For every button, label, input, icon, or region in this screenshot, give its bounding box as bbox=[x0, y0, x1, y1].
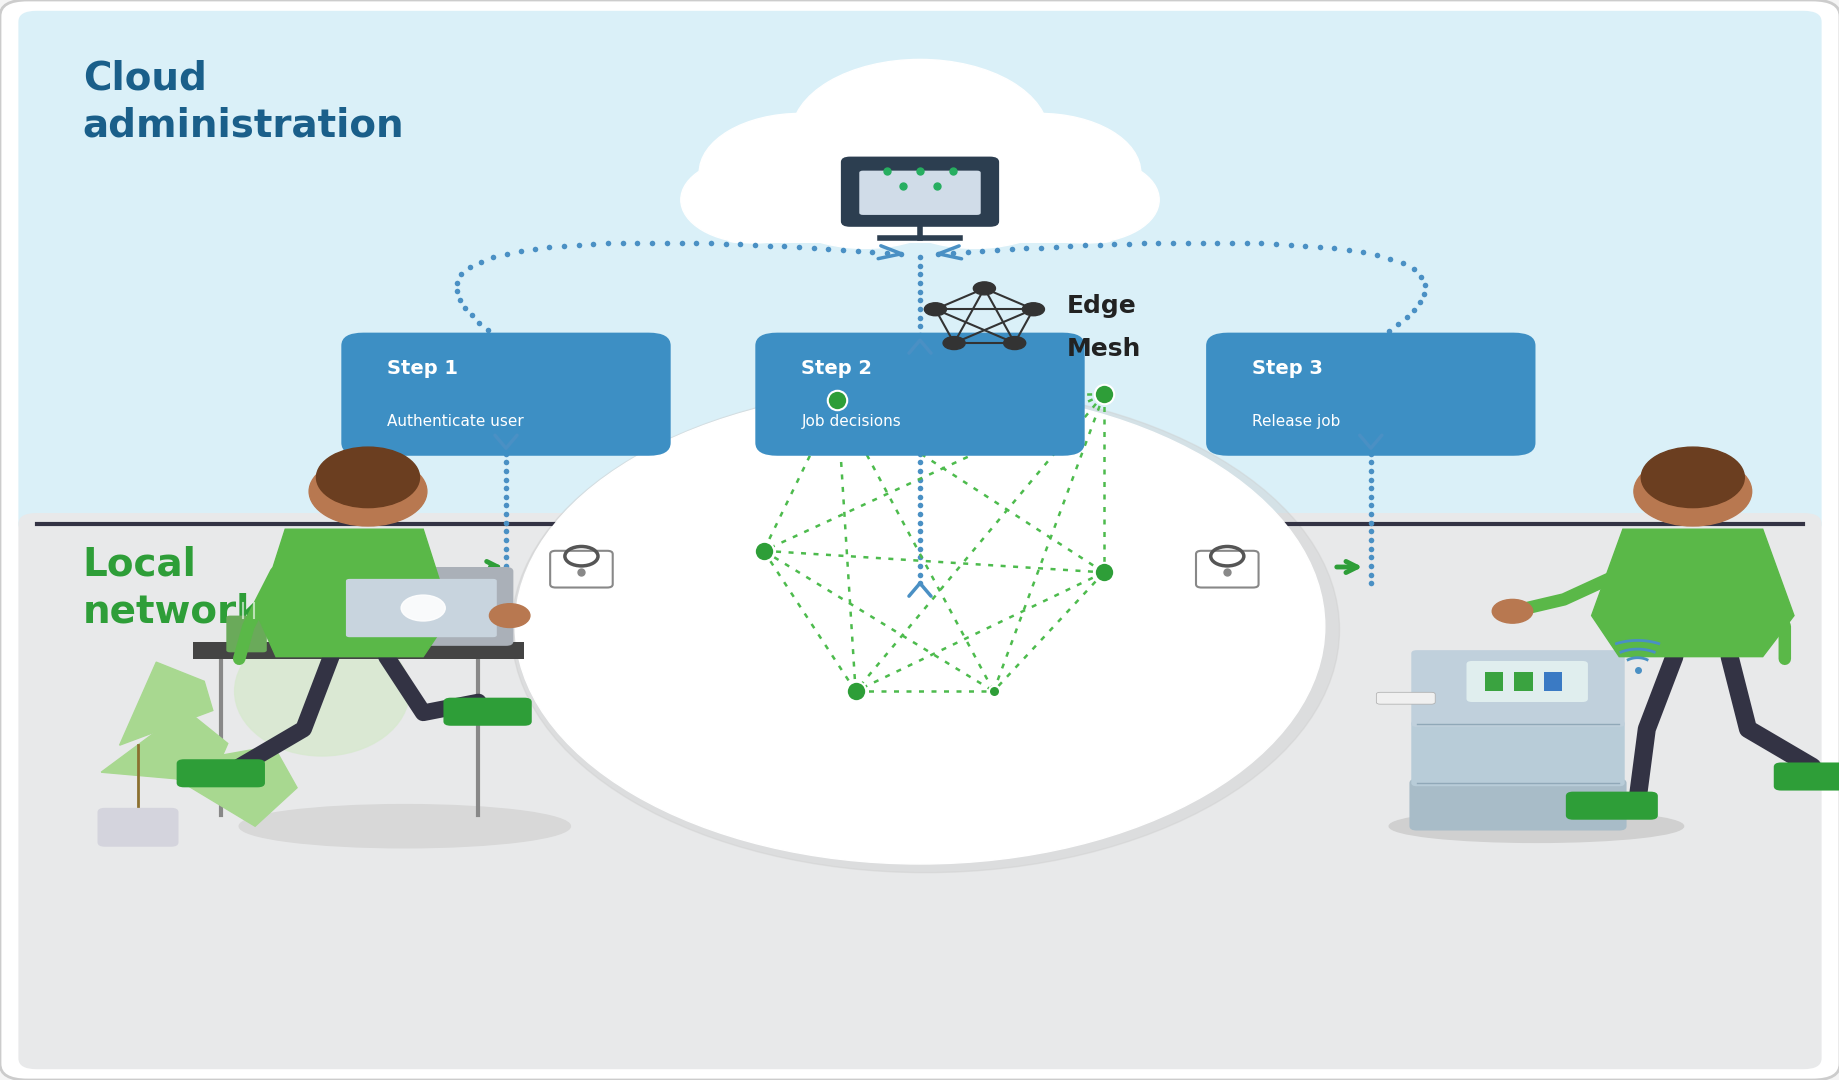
Circle shape bbox=[1002, 337, 1024, 350]
FancyBboxPatch shape bbox=[1409, 779, 1626, 831]
Circle shape bbox=[943, 337, 965, 350]
Polygon shape bbox=[120, 662, 213, 745]
Circle shape bbox=[938, 113, 1140, 232]
Text: Job decisions: Job decisions bbox=[802, 414, 901, 429]
Circle shape bbox=[699, 113, 901, 232]
FancyBboxPatch shape bbox=[840, 157, 999, 227]
Circle shape bbox=[1022, 302, 1045, 315]
Circle shape bbox=[316, 447, 419, 508]
Circle shape bbox=[1633, 457, 1751, 526]
FancyBboxPatch shape bbox=[324, 567, 513, 646]
Circle shape bbox=[401, 595, 445, 621]
Circle shape bbox=[489, 604, 530, 627]
FancyBboxPatch shape bbox=[1543, 672, 1561, 691]
FancyBboxPatch shape bbox=[226, 616, 267, 652]
FancyBboxPatch shape bbox=[342, 333, 671, 456]
FancyBboxPatch shape bbox=[193, 642, 524, 659]
Circle shape bbox=[1640, 447, 1743, 508]
FancyBboxPatch shape bbox=[1565, 792, 1657, 820]
FancyBboxPatch shape bbox=[1484, 672, 1502, 691]
Polygon shape bbox=[156, 746, 296, 826]
Circle shape bbox=[309, 457, 427, 526]
Text: Step 3: Step 3 bbox=[1252, 359, 1322, 378]
Text: Local
network: Local network bbox=[83, 545, 263, 631]
FancyBboxPatch shape bbox=[1513, 672, 1532, 691]
Circle shape bbox=[1011, 157, 1159, 243]
Ellipse shape bbox=[235, 626, 408, 756]
FancyBboxPatch shape bbox=[1206, 333, 1534, 456]
Polygon shape bbox=[101, 710, 228, 782]
FancyBboxPatch shape bbox=[1466, 661, 1587, 702]
Circle shape bbox=[791, 59, 1048, 211]
FancyBboxPatch shape bbox=[1411, 720, 1624, 786]
FancyBboxPatch shape bbox=[726, 162, 1113, 243]
FancyBboxPatch shape bbox=[550, 551, 612, 588]
Text: Release job: Release job bbox=[1252, 414, 1341, 429]
Polygon shape bbox=[1591, 529, 1793, 657]
Text: Authenticate user: Authenticate user bbox=[388, 414, 524, 429]
FancyBboxPatch shape bbox=[346, 579, 497, 637]
Circle shape bbox=[1491, 599, 1532, 623]
Circle shape bbox=[511, 387, 1339, 873]
FancyBboxPatch shape bbox=[18, 11, 1821, 535]
FancyBboxPatch shape bbox=[177, 759, 265, 787]
FancyBboxPatch shape bbox=[18, 513, 1821, 1069]
Text: Edge: Edge bbox=[1067, 294, 1137, 318]
Text: Mesh: Mesh bbox=[1067, 337, 1140, 361]
FancyBboxPatch shape bbox=[1411, 650, 1624, 727]
Circle shape bbox=[680, 157, 828, 243]
FancyBboxPatch shape bbox=[1195, 551, 1258, 588]
FancyBboxPatch shape bbox=[97, 808, 178, 847]
FancyBboxPatch shape bbox=[754, 333, 1083, 456]
FancyBboxPatch shape bbox=[443, 698, 531, 726]
Circle shape bbox=[923, 302, 945, 315]
FancyBboxPatch shape bbox=[1376, 692, 1434, 704]
Polygon shape bbox=[257, 529, 451, 657]
Text: Step 2: Step 2 bbox=[802, 359, 872, 378]
Text: Step 1: Step 1 bbox=[388, 359, 458, 378]
Circle shape bbox=[763, 130, 965, 248]
FancyBboxPatch shape bbox=[859, 171, 980, 215]
FancyBboxPatch shape bbox=[1773, 762, 1839, 791]
Circle shape bbox=[874, 130, 1076, 248]
Circle shape bbox=[515, 389, 1324, 864]
Text: Cloud
administration: Cloud administration bbox=[83, 59, 405, 145]
Circle shape bbox=[973, 282, 995, 295]
Ellipse shape bbox=[239, 805, 570, 848]
Ellipse shape bbox=[1388, 810, 1683, 842]
